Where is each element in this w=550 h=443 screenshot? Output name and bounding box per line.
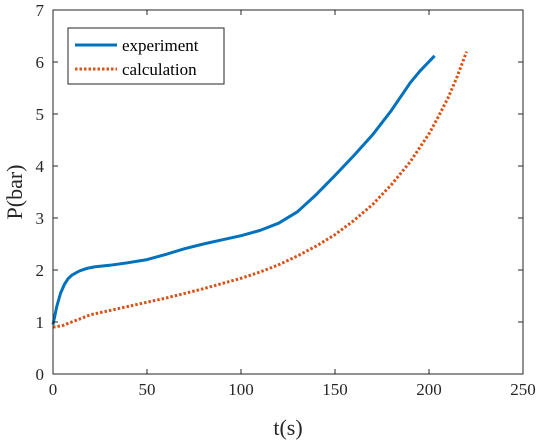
legend-label-calculation: calculation [122,60,197,79]
series-line-calculation [52,51,469,329]
legend-box [67,27,225,85]
y-tick-label: 4 [36,157,45,176]
y-tick-label: 1 [36,313,45,332]
legend-label-experiment: experiment [122,36,199,55]
y-tick-label: 6 [36,53,45,72]
series-layer [51,51,469,329]
x-tick-label: 150 [322,380,348,399]
series-line-experiment [51,54,436,325]
axes-box [52,9,524,375]
x-tick-label: 200 [416,380,442,399]
y-tick-label: 0 [36,365,45,384]
legend: experiment calculation [67,27,225,85]
y-tick-label: 3 [36,209,45,228]
x-tick-label: 50 [139,380,156,399]
y-axis-label: P(bar) [2,165,27,220]
x-tick-label: 0 [49,380,58,399]
x-axis-label: t(s) [273,415,302,440]
axes-layer: 0 50 100 150 200 250 0 1 2 3 4 5 6 7 [36,1,536,399]
y-tick-label: 5 [36,105,45,124]
y-tick-label: 2 [36,261,45,280]
x-tick-label: 250 [510,380,536,399]
y-tick-label: 7 [36,1,45,20]
x-tick-label: 100 [228,380,254,399]
